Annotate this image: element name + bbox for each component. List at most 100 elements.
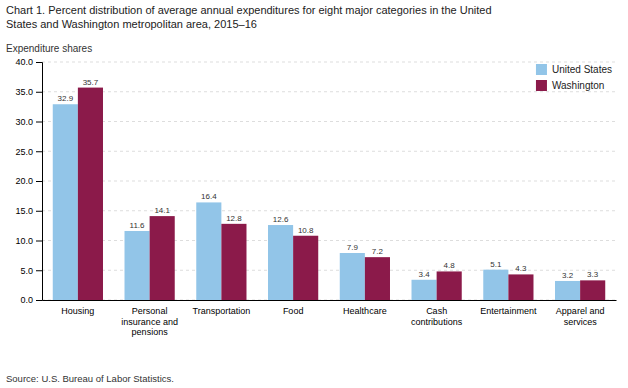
grid-line xyxy=(42,121,616,122)
legend-swatch xyxy=(536,64,547,75)
y-tick-mark xyxy=(36,122,42,123)
bar xyxy=(78,88,103,300)
legend-swatch xyxy=(536,80,547,91)
data-label: 10.8 xyxy=(298,226,314,235)
y-tick-mark xyxy=(36,241,42,242)
y-axis-line xyxy=(36,63,43,301)
data-label: 12.8 xyxy=(226,214,242,223)
data-label: 4.8 xyxy=(444,261,456,270)
bar xyxy=(293,236,318,300)
x-tick: Personalinsurance andpensions xyxy=(121,306,178,337)
grid xyxy=(42,62,616,300)
x-tick-label: Cashcontributions xyxy=(411,306,463,326)
x-tick-label: Apparel andservices xyxy=(556,306,605,326)
y-tick-mark xyxy=(36,181,42,182)
data-label: 32.9 xyxy=(58,94,74,103)
y-tick-mark xyxy=(36,300,42,301)
bars xyxy=(53,88,605,300)
bar xyxy=(555,281,580,300)
x-tick-label-line: Cash xyxy=(426,306,447,316)
x-tick-label-line: insurance and xyxy=(121,317,178,327)
legend-item: United States xyxy=(536,64,612,75)
x-tick-label: Housing xyxy=(61,306,94,316)
x-tick-label-line: pensions xyxy=(132,327,169,337)
bar xyxy=(150,216,175,300)
legend: United States Washington xyxy=(536,64,612,91)
title-line: Chart 1. Percent distribution of average… xyxy=(6,4,492,16)
data-label: 4.3 xyxy=(515,264,527,273)
bar xyxy=(483,270,508,300)
y-tick-mark xyxy=(36,270,42,271)
x-tick-label-line: Transportation xyxy=(193,306,251,316)
bar xyxy=(125,231,150,300)
bar xyxy=(437,271,462,300)
y-tick-label: 20.0 xyxy=(15,176,33,186)
y-tick-label: 5.0 xyxy=(20,266,33,276)
x-axis: Housing Personalinsurance andpensions Tran… xyxy=(43,301,617,338)
y-tick-label: 30.0 xyxy=(15,117,33,127)
data-label: 3.4 xyxy=(419,270,431,279)
legend-label: Washington xyxy=(552,80,604,91)
data-label: 7.9 xyxy=(347,243,359,252)
chart: Chart 1. Percent distribution of average… xyxy=(0,0,628,388)
y-tick: 25.0 xyxy=(15,147,42,157)
data-label: 7.2 xyxy=(372,247,384,256)
bar xyxy=(221,224,246,300)
data-label: 35.7 xyxy=(83,78,99,87)
y-tick-mark xyxy=(36,92,42,93)
bar xyxy=(365,257,390,300)
y-tick: 35.0 xyxy=(15,87,42,97)
grid-line xyxy=(42,91,616,92)
data-label: 5.1 xyxy=(490,260,502,269)
bar xyxy=(412,280,437,300)
x-tick: Transportation xyxy=(193,306,251,316)
x-tick-label-line: Apparel and xyxy=(556,306,605,316)
y-tick: 40.0 xyxy=(15,57,42,67)
bar xyxy=(340,253,365,300)
x-tick: Food xyxy=(283,306,304,316)
data-label: 16.4 xyxy=(201,192,217,201)
grid-line xyxy=(42,62,616,63)
legend-item: Washington xyxy=(536,80,604,91)
bar xyxy=(268,225,293,300)
y-tick: 20.0 xyxy=(15,176,42,186)
y-tick-label: 10.0 xyxy=(15,236,33,246)
data-labels: 32.911.616.412.67.93.45.13.235.714.112.8… xyxy=(58,78,599,280)
x-tick: Apparel andservices xyxy=(556,306,605,326)
x-tick-label-line: Housing xyxy=(61,306,94,316)
x-tick-label: Personalinsurance andpensions xyxy=(121,306,178,337)
legend-label: United States xyxy=(552,64,612,75)
y-tick: 10.0 xyxy=(15,236,42,246)
y-tick-label: 35.0 xyxy=(15,87,33,97)
grid-line xyxy=(42,210,616,211)
x-tick-label: Transportation xyxy=(193,306,251,316)
x-tick: Cashcontributions xyxy=(411,306,463,326)
x-tick: Entertainment xyxy=(480,306,537,316)
data-label: 12.6 xyxy=(273,215,289,224)
x-tick-label-line: Healthcare xyxy=(343,306,387,316)
bar xyxy=(580,280,605,300)
x-tick-label-line: services xyxy=(564,317,598,327)
y-tick: 30.0 xyxy=(15,117,42,127)
data-label: 11.6 xyxy=(130,221,146,230)
data-label: 3.2 xyxy=(562,271,574,280)
y-tick-mark xyxy=(36,211,42,212)
source: Source: U.S. Bureau of Labor Statistics. xyxy=(6,373,174,384)
bar xyxy=(53,104,78,300)
y-tick: 15.0 xyxy=(15,206,42,216)
x-tick-label: Entertainment xyxy=(480,306,537,316)
title: Chart 1. Percent distribution of average… xyxy=(6,4,492,30)
x-tick-label: Food xyxy=(283,306,304,316)
y-axis-label: Expenditure shares xyxy=(6,43,92,54)
y-tick-label: 40.0 xyxy=(15,57,33,67)
x-tick-label-line: Food xyxy=(283,306,304,316)
x-tick: Healthcare xyxy=(343,306,387,316)
y-tick-mark xyxy=(36,151,42,152)
x-tick-label: Healthcare xyxy=(343,306,387,316)
data-label: 3.3 xyxy=(587,270,599,279)
grid-line xyxy=(42,151,616,152)
bar xyxy=(196,202,221,300)
x-tick: Housing xyxy=(61,306,94,316)
x-tick-label-line: Entertainment xyxy=(480,306,537,316)
bar xyxy=(508,274,533,300)
